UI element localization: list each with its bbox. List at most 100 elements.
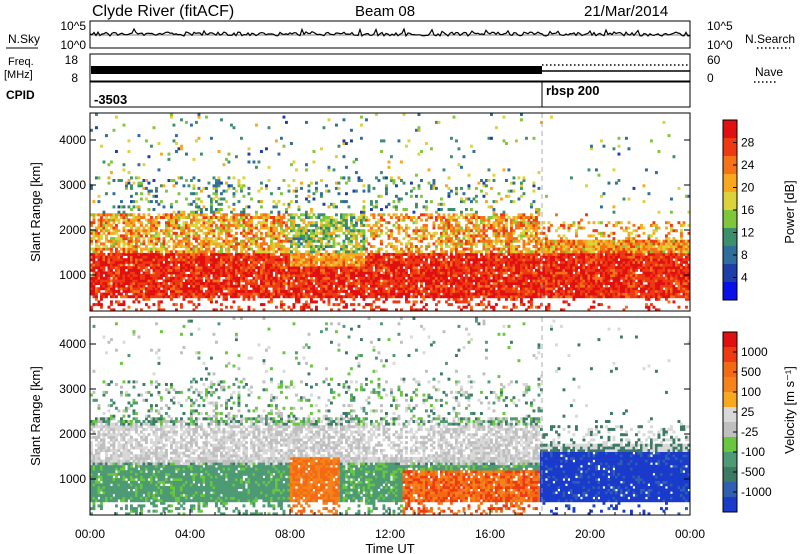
range-cell [252,260,256,264]
range-cell [190,282,193,285]
range-cell [92,284,96,288]
range-cell [352,216,356,219]
range-cell [372,295,376,299]
range-cell [100,255,103,259]
range-cell [370,202,373,206]
range-cell [485,263,488,267]
range-cell [112,179,116,182]
range-cell [122,303,126,307]
range-cell [422,260,426,264]
range-cell [450,282,453,285]
range-cell [412,266,416,270]
range-cell [195,279,198,283]
range-cell [135,237,138,241]
range-cell [280,260,283,264]
range-cell [107,305,111,309]
range-cell [452,226,456,230]
range-cell [375,274,378,277]
range-cell [462,258,466,262]
range-cell [112,274,116,277]
range-cell [315,295,318,299]
range-cell [172,266,176,270]
range-cell [257,242,261,246]
range-cell [245,252,248,256]
range-cell [190,289,193,293]
range-cell [227,176,231,180]
range-cell [185,266,188,270]
range-cell [192,274,196,277]
range-cell [387,268,391,272]
range-cell [290,282,293,285]
range-cell [117,218,121,222]
range-cell [270,271,273,275]
range-cell [437,287,441,291]
range-cell [152,252,156,256]
range-cell [382,308,386,312]
range-cell [270,295,273,299]
range-cell [445,234,448,238]
range-cell [210,258,213,262]
range-cell [160,282,163,285]
range-cell [435,258,438,262]
range-cell [347,279,351,283]
range-cell [132,295,136,299]
range-cell [310,295,313,299]
range-cell [357,287,361,291]
range-cell [297,226,301,230]
range-cell [357,282,361,285]
range-cell [445,295,448,299]
range-cell [137,163,141,167]
range-cell [122,279,126,283]
range-cell [367,260,371,264]
range-cell [387,289,391,293]
range-cell [327,189,331,193]
range-cell [225,181,228,185]
range-cell [135,250,138,254]
range-cell [495,247,498,251]
range-cell [347,229,351,233]
range-cell [412,221,416,225]
range-cell [462,242,466,246]
range-cell [475,287,478,291]
range-cell [322,287,326,291]
range-cell [497,295,501,299]
range-cell [377,213,381,217]
range-cell [92,213,96,217]
range-cell [97,271,101,275]
range-cell [377,292,381,296]
range-cell [317,279,321,283]
range-cell [167,260,171,264]
range-cell [210,252,213,256]
range-cell [207,247,211,251]
range-cell [462,247,466,251]
range-cell [322,126,326,130]
range-cell [340,289,343,293]
range-cell [440,252,443,256]
range-cell [197,208,201,211]
range-cell [162,237,166,241]
range-cell [145,263,148,267]
range-cell [245,274,248,277]
range-cell [467,252,471,256]
range-cell [307,289,311,293]
range-cell [225,250,228,254]
range-cell [360,223,363,227]
range-cell [262,266,266,270]
range-cell [142,287,146,291]
range-cell [220,226,223,230]
range-cell [187,226,191,230]
range-cell [325,279,328,283]
range-cell [462,263,466,267]
range-cell [442,221,446,225]
range-cell [492,173,496,177]
range-cell [137,276,141,280]
range-cell [282,179,286,182]
range-cell [312,221,316,225]
range-cell [355,260,358,264]
range-cell [357,179,361,182]
range-cell [295,200,298,204]
range-cell [327,297,331,301]
range-cell [455,213,458,217]
range-cell [462,297,466,301]
range-cell [130,271,133,275]
